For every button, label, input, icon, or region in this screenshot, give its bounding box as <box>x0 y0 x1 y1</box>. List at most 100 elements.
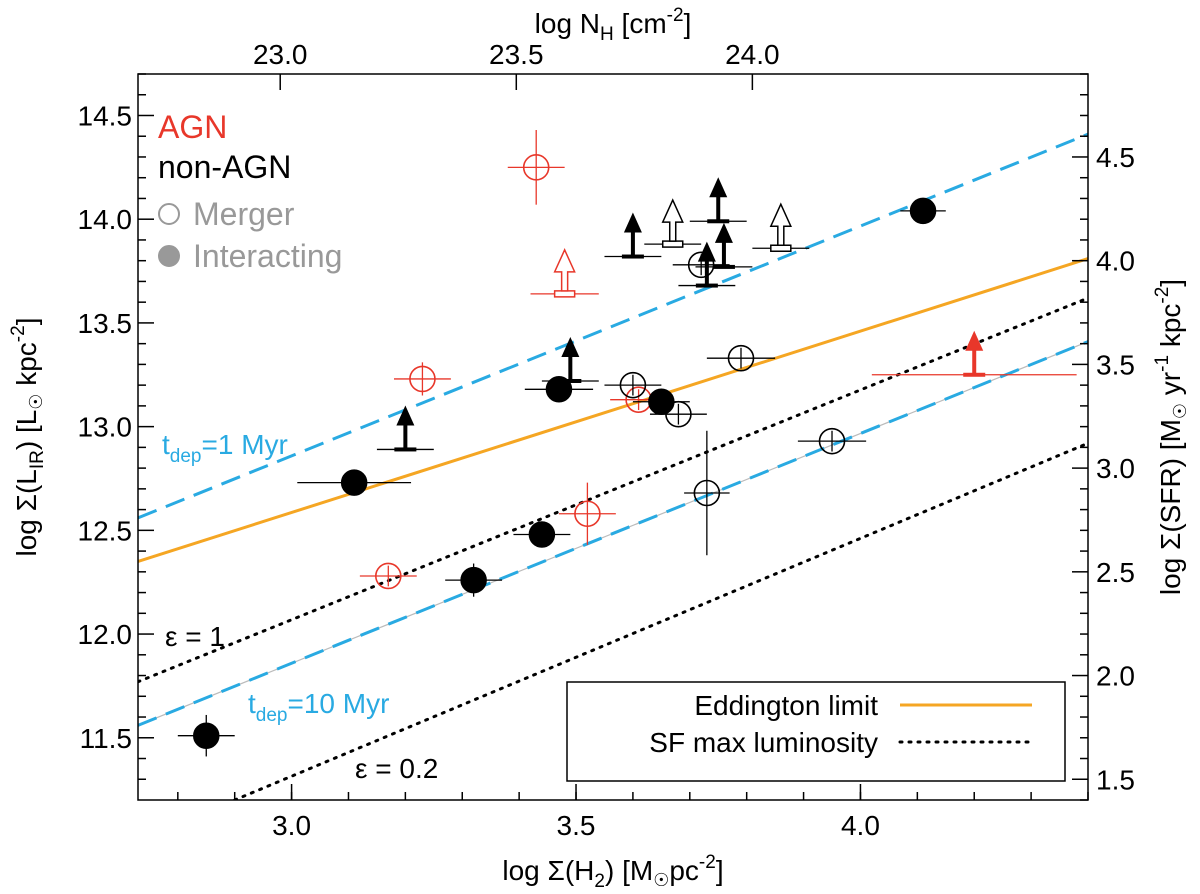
nonagn-open-point <box>797 427 867 455</box>
y-tick-label: 12.5 <box>78 515 133 546</box>
nonagn-open-point <box>706 344 776 372</box>
marker-open-circle <box>665 400 692 428</box>
yright-tick-label: 2.0 <box>1096 661 1135 692</box>
agn-open-point <box>359 562 417 590</box>
legend-agn: AGN <box>158 109 227 145</box>
y-tick-label: 11.5 <box>80 723 132 754</box>
marker-open-circle <box>374 562 402 590</box>
agn-open-point <box>507 130 565 205</box>
marker-open-circle <box>522 154 550 181</box>
limit-arrow-head <box>709 177 728 198</box>
tdep10-line <box>138 340 1088 727</box>
limit-arrow-head <box>697 241 716 262</box>
marker-open-circle <box>693 479 721 507</box>
legend-open-circle-icon <box>158 203 180 225</box>
x-axis-label: log Σ(H2) [M☉pc-2] <box>502 852 723 892</box>
legend-non-agn: non-AGN <box>158 149 291 185</box>
limit-arrow-head <box>714 222 733 243</box>
y-tick-label: 12.0 <box>78 619 133 650</box>
yright-tick-label: 4.0 <box>1096 246 1135 277</box>
axis-ticks: 3.0 3.5 4.0 23.0 23.5 24.0 11.5 12.0 12.5 13.0 13.… <box>78 39 1135 841</box>
top-axis-label: log NH [cm-2] <box>535 5 692 45</box>
data-points <box>177 130 1077 757</box>
nonagn-filled-point <box>900 197 946 225</box>
marker-filled-circle <box>909 197 937 225</box>
marker-open-circle <box>818 427 846 455</box>
eps1-label: ε = 1 <box>165 621 225 652</box>
marker-filled-circle <box>193 722 220 749</box>
tdep1-label: tdep=1 Myr <box>162 429 288 467</box>
nonagn-lower-limit <box>541 336 599 383</box>
y-axis-label-right: log Σ(SFR) [M☉ yr-1 kpc-2] <box>1152 279 1190 595</box>
line-legend: Eddington limit SF max luminosity <box>566 681 1066 782</box>
nonagn-lower-limit <box>376 405 434 452</box>
legend-sfmax-label: SF max luminosity <box>649 727 878 758</box>
limit-arrow-head <box>623 212 642 233</box>
agn-open-point <box>558 482 616 545</box>
yright-tick-label: 3.5 <box>1096 349 1135 380</box>
marker-open-circle <box>409 365 436 393</box>
nonagn-lower-limit <box>689 177 747 224</box>
marker-filled-circle <box>460 566 487 594</box>
nonagn-lower-limit <box>752 202 810 252</box>
nonagn-lower-limit <box>678 241 736 288</box>
nonagn-lower-limit <box>644 198 702 248</box>
limit-open-arrow <box>553 248 576 292</box>
reference-lines <box>138 132 1088 800</box>
marker-open-circle <box>619 371 647 399</box>
agn-lower-limit <box>530 248 599 298</box>
nonagn-filled-point <box>445 563 503 597</box>
eps02-label: ε = 0.2 <box>355 753 438 784</box>
limit-base-bar <box>770 244 792 252</box>
yright-tick-label: 2.5 <box>1096 557 1135 588</box>
marker-open-circle <box>727 344 755 372</box>
x-tick-label: 3.0 <box>272 810 311 841</box>
symbol-legend: AGN non-AGN Merger Interacting <box>158 109 342 274</box>
limit-arrow-head <box>965 330 984 351</box>
nonagn-filled-point <box>513 521 571 548</box>
legend-merger: Merger <box>193 196 295 232</box>
marker-filled-circle <box>545 376 573 403</box>
nonagn-lower-limit <box>695 222 753 269</box>
tdep1-line <box>138 132 1088 520</box>
nonagn-lower-limit <box>604 212 662 259</box>
legend-interacting: Interacting <box>193 238 342 274</box>
marker-filled-circle <box>340 469 368 496</box>
y-tick-label: 14.5 <box>78 100 133 131</box>
agn-lower-limit <box>871 330 1077 377</box>
y-tick-label: 13.0 <box>78 412 133 443</box>
marker-open-circle <box>574 500 601 528</box>
yright-tick-label: 1.5 <box>1096 764 1135 795</box>
nonagn-filled-point <box>297 469 412 496</box>
plot-frame <box>137 73 1089 801</box>
legend-filled-circle-icon <box>158 245 180 267</box>
top-tick-label: 23.5 <box>489 39 544 70</box>
nonagn-filled-point <box>177 714 235 757</box>
line-legend-box <box>566 681 1066 782</box>
nonagn-open-point <box>684 430 730 556</box>
top-tick-label: 23.0 <box>253 39 308 70</box>
top-tick-label: 24.0 <box>725 39 780 70</box>
y-axis-label-left: log Σ(LIR) [L☉ kpc-2] <box>8 317 48 556</box>
x-tick-label: 4.0 <box>841 810 880 841</box>
x-tick-label: 3.5 <box>557 810 596 841</box>
nonagn-open-point <box>604 371 662 399</box>
yright-tick-label: 4.5 <box>1096 142 1135 173</box>
limit-arrow-head <box>396 405 415 426</box>
limit-base-bar <box>553 290 576 298</box>
limit-arrow-head <box>561 336 580 357</box>
y-tick-label: 13.5 <box>78 308 133 339</box>
marker-filled-circle <box>528 521 556 548</box>
yright-tick-label: 3.0 <box>1096 453 1135 484</box>
eps02-line <box>233 441 1088 800</box>
limit-base-bar <box>661 240 684 248</box>
tdep10-label: tdep=10 Myr <box>248 688 389 726</box>
nonagn-open-point <box>649 400 707 428</box>
legend-eddington-label: Eddington limit <box>694 690 878 721</box>
limit-open-arrow <box>769 202 792 246</box>
y-tick-label: 14.0 <box>78 204 133 235</box>
eps1-line <box>138 296 1088 684</box>
nonagn-filled-point <box>524 376 594 403</box>
marker-open-circle <box>687 251 715 279</box>
limit-open-arrow <box>661 198 684 242</box>
